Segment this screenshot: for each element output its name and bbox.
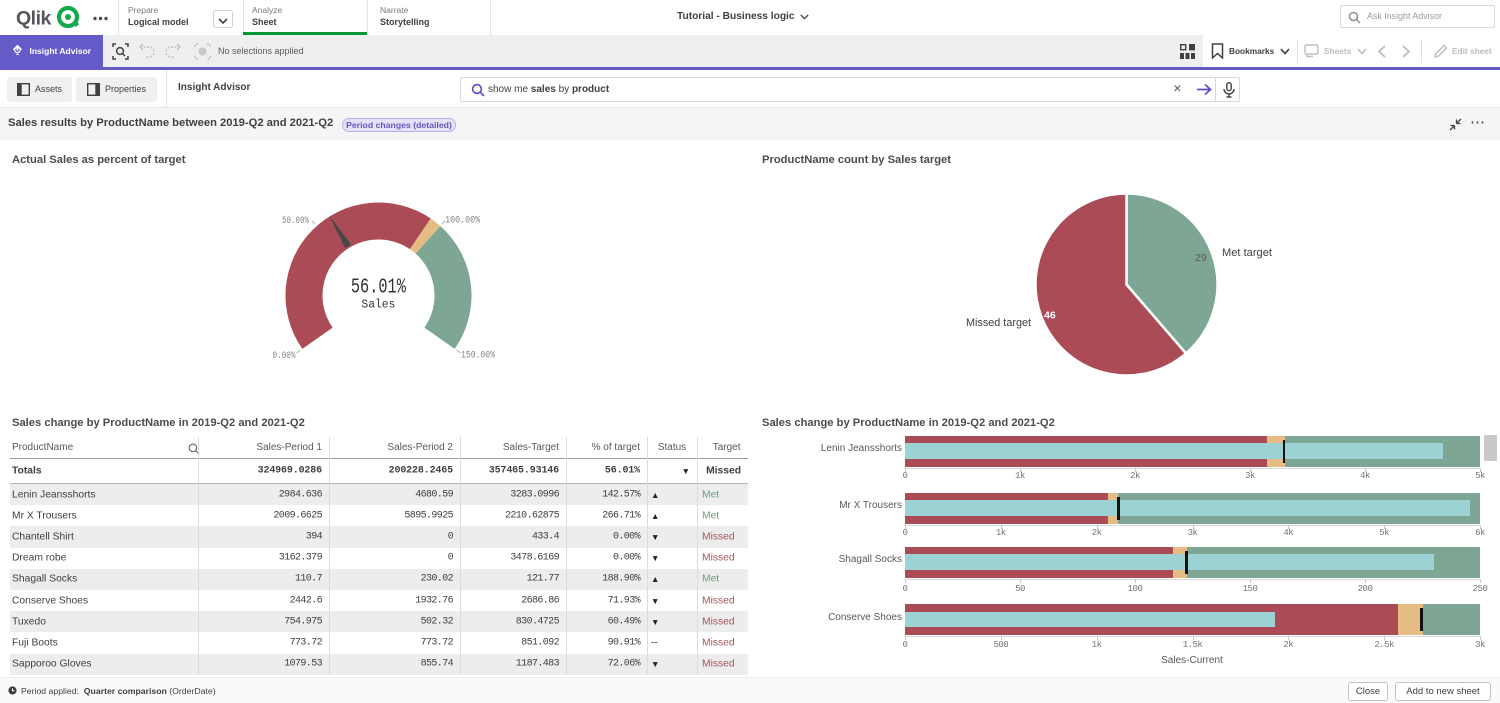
svg-text:Missed target: Missed target: [966, 317, 1031, 329]
svg-text:46: 46: [1044, 310, 1056, 322]
svg-text:0.00%: 0.00%: [273, 350, 297, 362]
svg-text:Sales: Sales: [361, 298, 395, 312]
svg-text:Qlik: Qlik: [16, 8, 52, 30]
svg-text:150.00%: 150.00%: [461, 350, 496, 362]
svg-text:56.01%: 56.01%: [351, 276, 406, 299]
svg-text:100.00%: 100.00%: [445, 215, 481, 227]
svg-text:50.00%: 50.00%: [282, 215, 309, 227]
svg-text:29: 29: [1195, 252, 1207, 264]
svg-text:Met target: Met target: [1222, 247, 1272, 259]
